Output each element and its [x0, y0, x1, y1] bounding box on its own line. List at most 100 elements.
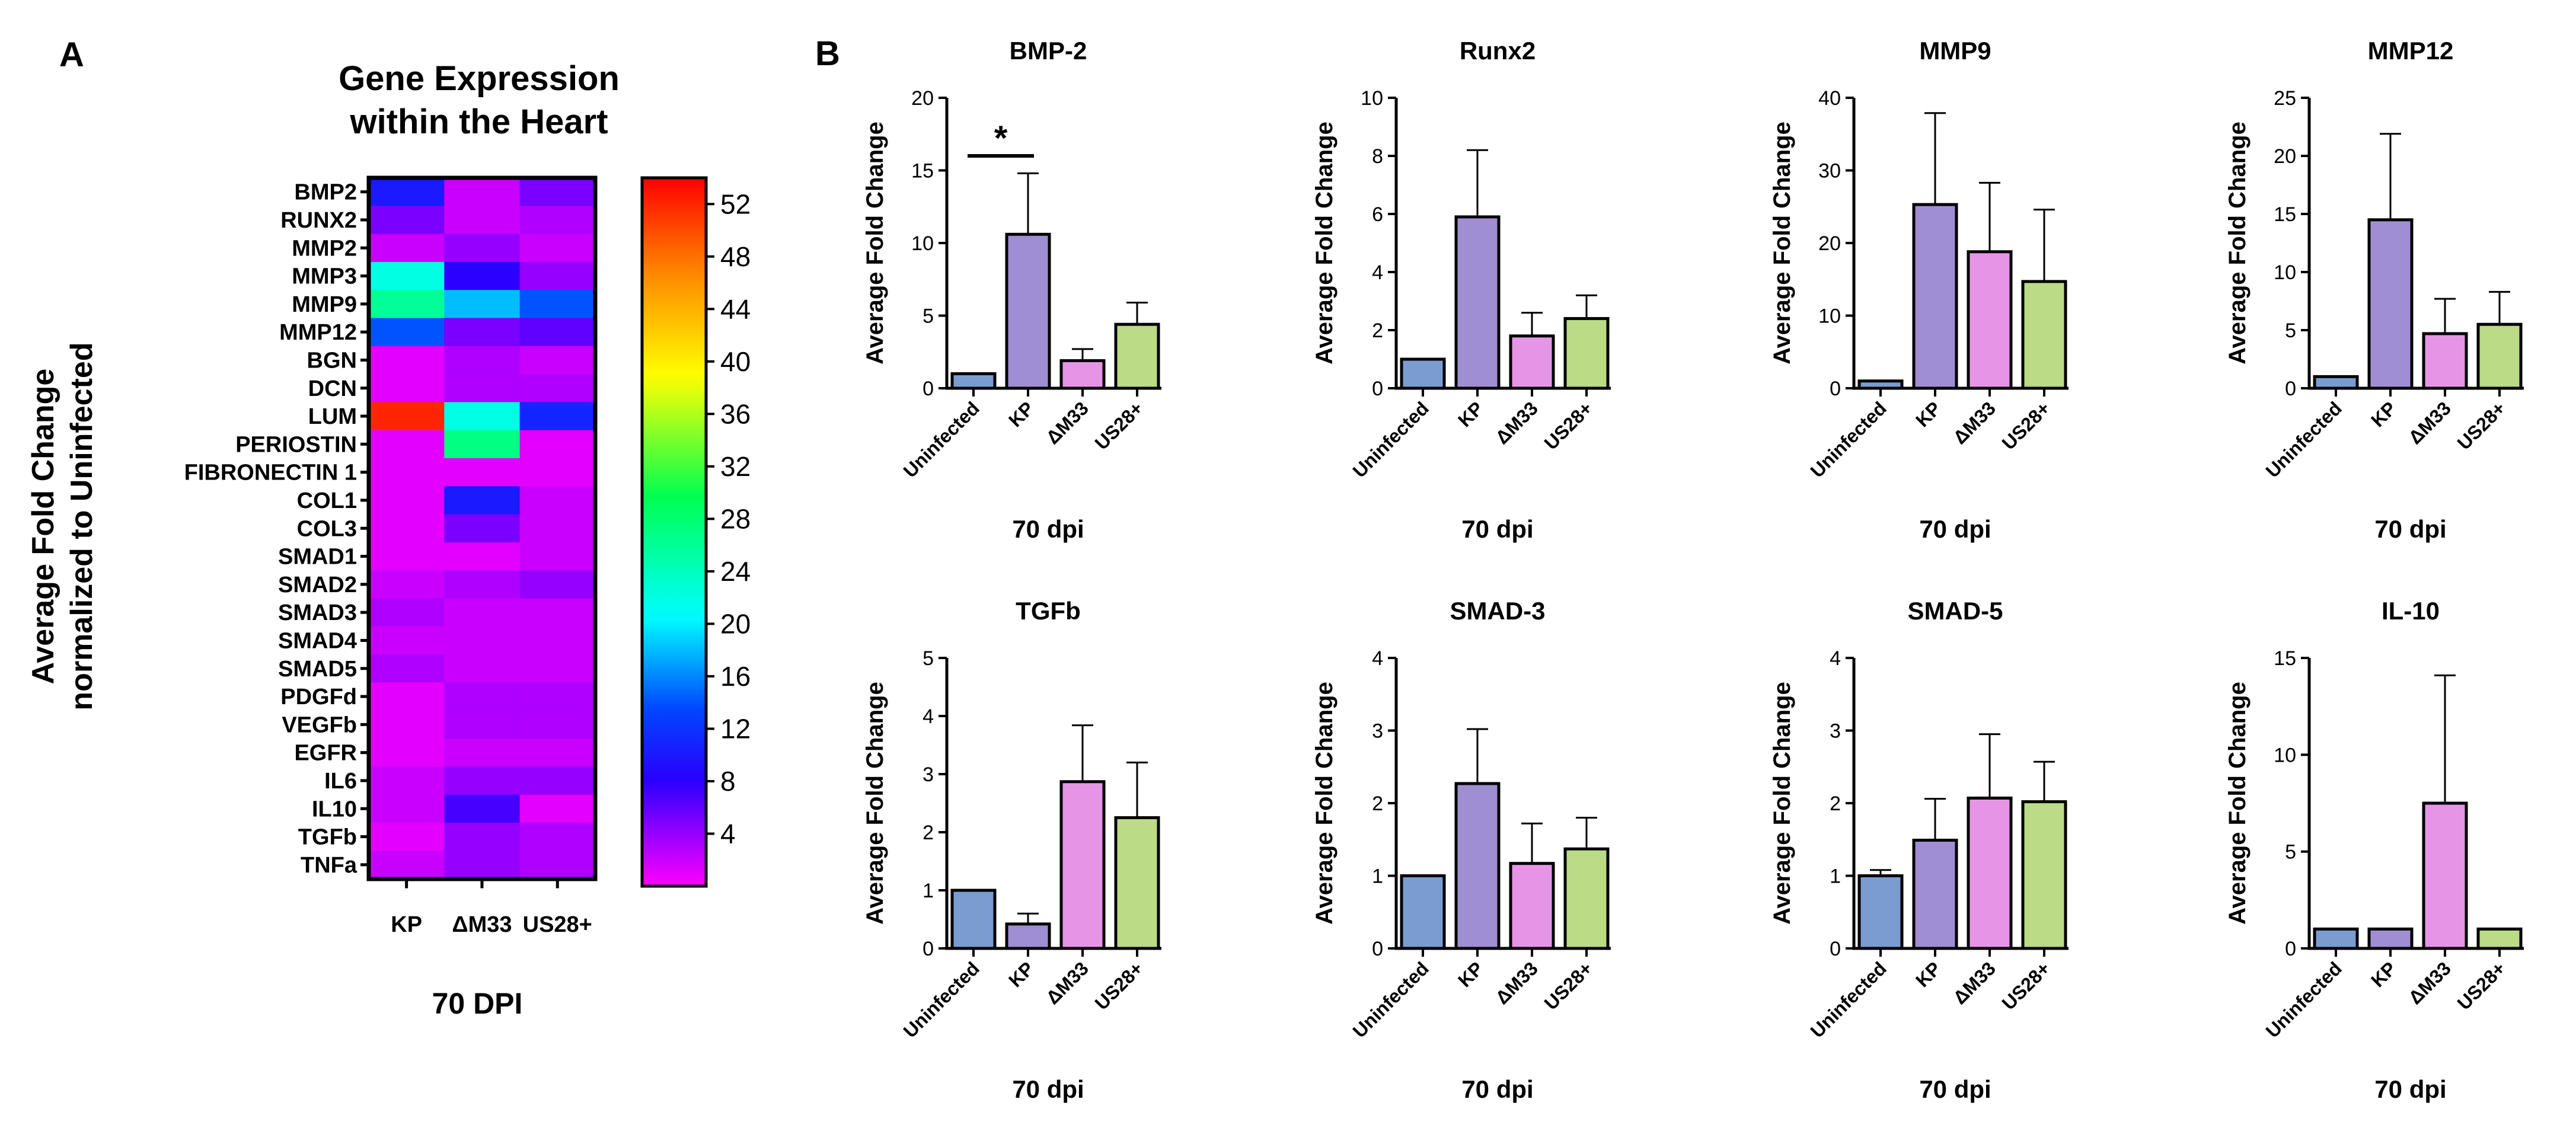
x-tick-label: KP	[1004, 397, 1038, 431]
bar	[2021, 280, 2067, 390]
heatmap-cell	[519, 710, 596, 739]
y-tick-label: 0	[922, 938, 934, 960]
heatmap-row-label: SMAD5	[278, 657, 357, 682]
heatmap-cell	[444, 626, 521, 655]
heatmap-cell	[444, 682, 521, 711]
heatmap-cell	[444, 346, 521, 375]
bar-charts: BMP-2 Average Fold Change 70 dpi Uninfected…	[862, 37, 2524, 1103]
heatmap-row-label: FIBRONECTIN 1	[184, 461, 357, 485]
heatmap-cell	[369, 570, 445, 599]
heatmap-cell	[519, 486, 596, 515]
bar	[1857, 874, 1904, 950]
heatmap-row-label: DCN	[308, 376, 357, 401]
colorbar-tick-label: 20	[720, 608, 751, 639]
y-tick-label: 15	[911, 160, 934, 183]
heatmap-cell	[444, 234, 521, 263]
y-tick-label: 5	[922, 305, 934, 328]
chart-xlabel: 70 dpi	[1461, 515, 1533, 543]
heatmap-row-label: BMP2	[294, 180, 357, 205]
heatmap-cell	[519, 402, 596, 431]
y-tick-label: 2	[1830, 793, 1841, 815]
heatmap-cell	[369, 178, 445, 206]
panel-b-label: B	[815, 34, 840, 73]
colorbar-tick-label: 32	[720, 451, 751, 482]
bar	[1912, 838, 1958, 950]
x-tick-label: Uninfected	[1806, 397, 1891, 481]
colorbar-tick-label: 8	[720, 766, 736, 797]
bar	[950, 372, 997, 390]
heatmap-row-label: TNFa	[301, 853, 357, 878]
chart-xlabel: 70 dpi	[1012, 515, 1084, 543]
chart-title: TGFb	[1016, 597, 1081, 625]
bar	[1400, 357, 1446, 390]
heatmap-cell	[369, 542, 445, 571]
heatmap-cell	[369, 598, 445, 627]
heatmap-cell	[519, 514, 596, 543]
heatmap-cell	[369, 766, 445, 795]
heatmap-cell	[444, 542, 521, 571]
heatmap-title-line1: Gene Expression	[339, 59, 620, 98]
y-tick-label: 4	[1830, 647, 1841, 670]
bar	[1059, 780, 1106, 950]
heatmap-cell	[519, 570, 596, 599]
x-tick-label: Uninfected	[1349, 397, 1433, 481]
heatmap-cell	[519, 234, 596, 263]
y-tick-label: 1	[1372, 865, 1383, 888]
heatmap-row-label: EGFR	[294, 741, 357, 766]
bar	[1967, 796, 2013, 950]
chart-title: Runx2	[1460, 37, 1536, 65]
y-tick-label: 0	[1830, 378, 1841, 400]
heatmap-row-label: COL1	[297, 488, 357, 513]
colorbar-tick-label: 4	[720, 818, 736, 849]
heatmap-column-labels: KP ΔM33 US28+	[391, 878, 592, 937]
chart-xlabel: 70 dpi	[1919, 515, 1991, 543]
bar	[1912, 203, 1958, 390]
bar	[2021, 800, 2067, 950]
x-tick-label: KP	[2367, 957, 2401, 991]
heatmap-row-label: PERIOSTIN	[235, 432, 357, 457]
x-tick-label: Uninfected	[1349, 957, 1433, 1041]
heatmap-panel: Gene Expression within the Heart Average…	[26, 59, 751, 1020]
x-tick-label: US28+	[1998, 397, 2054, 453]
y-tick-label: 3	[922, 763, 934, 786]
heatmap-cell	[519, 178, 596, 206]
chart-tgfb: TGFb Average Fold Change 70 dpi Uninfected K…	[862, 597, 1161, 1103]
x-tick-label: KP	[1911, 957, 1945, 991]
heatmap-cell	[369, 822, 445, 851]
chart-smad-5: SMAD-5 Average Fold Change 70 dpi Uninfecte…	[1769, 597, 2069, 1103]
heatmap-cell	[519, 458, 596, 487]
bar	[950, 889, 997, 950]
bar	[2313, 927, 2359, 950]
heatmap-cell	[444, 822, 521, 851]
colorbar-gradient	[640, 176, 708, 888]
heatmap-cell	[444, 514, 521, 543]
y-tick-label: 2	[922, 822, 934, 844]
colorbar-tick-label: 52	[720, 188, 751, 219]
x-tick-label: US28+	[1540, 957, 1597, 1014]
heatmap-row-label: PDGFd	[280, 685, 357, 710]
x-tick-label: ΔM33	[2404, 957, 2455, 1008]
heatmap-cell	[369, 290, 445, 319]
heatmap-cell	[369, 851, 445, 880]
bar	[1563, 317, 1610, 390]
heatmap-cell	[519, 261, 596, 290]
chart-title: SMAD-5	[1907, 597, 2003, 625]
x-tick-label: ΔM33	[1042, 957, 1093, 1008]
heatmap-cell	[369, 654, 445, 683]
colorbar-tick-label: 12	[720, 713, 751, 744]
heatmap-cell	[519, 542, 596, 571]
x-tick-label: Uninfected	[899, 957, 984, 1041]
y-tick-label: 3	[1830, 720, 1841, 743]
heatmap-row-label: MMP3	[292, 264, 357, 289]
y-tick-label: 5	[922, 647, 934, 670]
heatmap-row-label: MMP12	[279, 320, 357, 345]
colorbar-tick-label: 44	[720, 293, 751, 324]
bar	[1563, 847, 1610, 950]
heatmap-cell	[444, 178, 521, 206]
chart-mmp12: MMP12 Average Fold Change 70 dpi Uninfected…	[2224, 37, 2524, 543]
heatmap-cell	[519, 682, 596, 711]
x-tick-label: ΔM33	[1491, 397, 1542, 448]
heatmap-cell	[444, 261, 521, 290]
heatmap-cell	[519, 739, 596, 767]
